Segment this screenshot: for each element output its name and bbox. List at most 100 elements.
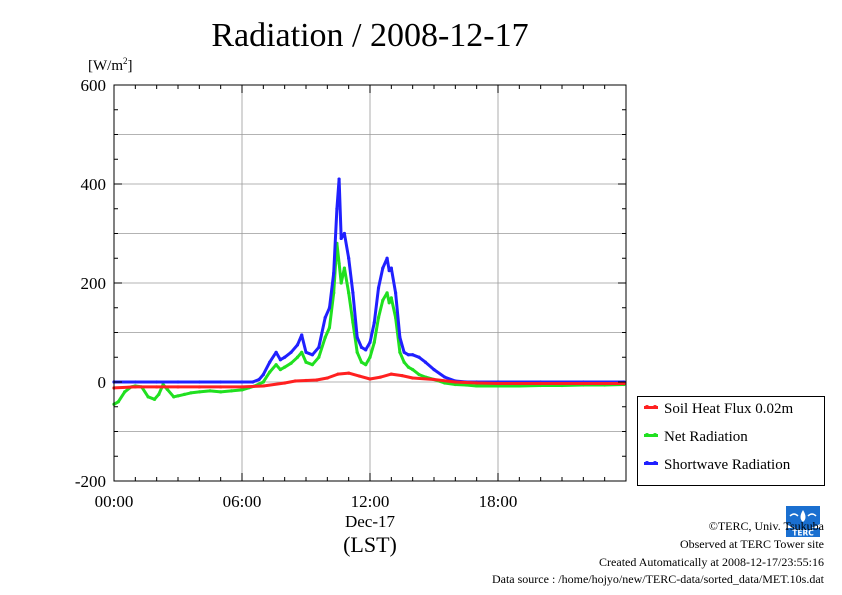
data-point-net-radiation xyxy=(402,360,406,364)
data-point-net-radiation xyxy=(464,383,468,387)
data-point-net-radiation xyxy=(368,355,372,359)
data-point-soil-heat-flux-0-02m xyxy=(432,377,436,382)
data-point-shortwave-radiation xyxy=(289,350,293,354)
data-point-soil-heat-flux-0-02m xyxy=(496,381,500,386)
data-point-net-radiation xyxy=(300,350,304,354)
data-point-soil-heat-flux-0-02m xyxy=(368,377,372,381)
data-point-net-radiation xyxy=(189,391,193,395)
data-point-soil-heat-flux-0-02m xyxy=(325,376,329,380)
data-point-shortwave-radiation xyxy=(274,350,278,354)
legend-label: Net Radiation xyxy=(664,429,748,445)
data-point-shortwave-radiation xyxy=(347,256,351,260)
data-point-shortwave-radiation xyxy=(394,291,398,295)
data-point-net-radiation xyxy=(475,384,479,388)
data-point-shortwave-radiation xyxy=(304,350,308,354)
data-point-net-radiation xyxy=(453,382,457,387)
data-point-net-radiation xyxy=(283,365,287,369)
data-point-shortwave-radiation xyxy=(176,380,180,384)
data-point-shortwave-radiation xyxy=(372,321,376,325)
data-point-net-radiation xyxy=(337,261,341,265)
data-point-net-radiation xyxy=(182,392,186,396)
data-point-shortwave-radiation xyxy=(389,266,393,270)
data-point-shortwave-radiation xyxy=(251,380,255,384)
data-point-net-radiation xyxy=(229,389,233,393)
data-point-shortwave-radiation xyxy=(257,377,261,382)
x-tick-label: 18:00 xyxy=(479,492,518,511)
data-point-net-radiation xyxy=(381,298,385,302)
data-point-net-radiation xyxy=(197,390,201,394)
data-point-net-radiation xyxy=(274,363,278,367)
legend-label: Soil Heat Flux 0.02m xyxy=(664,401,794,417)
data-point-shortwave-radiation xyxy=(381,266,385,270)
data-point-net-radiation xyxy=(517,384,521,388)
data-point-shortwave-radiation xyxy=(335,207,339,211)
data-point-soil-heat-flux-0-02m xyxy=(475,381,479,385)
data-point-shortwave-radiation xyxy=(402,350,406,354)
data-point-net-radiation xyxy=(364,363,368,367)
data-point-shortwave-radiation xyxy=(387,269,391,273)
data-point-net-radiation xyxy=(339,281,343,285)
legend-swatch-red xyxy=(644,405,658,410)
data-point-net-radiation xyxy=(172,395,176,399)
series-line-soil-heat-flux-0-02m xyxy=(112,371,626,390)
footer-observed: Observed at TERC Tower site xyxy=(679,537,824,551)
data-point-soil-heat-flux-0-02m xyxy=(453,380,457,384)
data-point-soil-heat-flux-0-02m xyxy=(379,375,383,379)
data-point-shortwave-radiation xyxy=(406,353,410,357)
data-point-soil-heat-flux-0-02m xyxy=(293,379,297,383)
data-point-net-radiation xyxy=(219,390,223,394)
data-point-soil-heat-flux-0-02m xyxy=(176,385,180,389)
data-point-net-radiation xyxy=(278,368,282,372)
data-point-shortwave-radiation xyxy=(359,345,364,349)
legend-item-soil-heat-flux: Soil Heat Flux 0.02m xyxy=(644,401,793,418)
y-tick-label: 600 xyxy=(81,76,107,95)
series-line-shortwave-radiation xyxy=(112,177,626,384)
data-point-soil-heat-flux-0-02m xyxy=(389,372,393,376)
data-point-shortwave-radiation xyxy=(355,335,359,340)
data-point-soil-heat-flux-0-02m xyxy=(155,385,159,389)
data-point-shortwave-radiation xyxy=(385,256,389,260)
data-point-shortwave-radiation xyxy=(398,335,402,340)
data-point-net-radiation xyxy=(398,350,402,354)
data-point-net-radiation xyxy=(152,397,157,401)
data-point-soil-heat-flux-0-02m xyxy=(336,372,340,376)
data-point-shortwave-radiation xyxy=(342,231,346,236)
data-point-net-radiation xyxy=(165,387,169,392)
data-point-net-radiation xyxy=(411,368,415,372)
data-point-net-radiation xyxy=(261,380,265,384)
data-point-net-radiation xyxy=(208,389,212,393)
data-point-shortwave-radiation xyxy=(197,380,201,384)
data-point-shortwave-radiation xyxy=(417,355,421,359)
data-point-soil-heat-flux-0-02m xyxy=(197,385,201,389)
data-point-soil-heat-flux-0-02m xyxy=(219,385,223,389)
data-point-soil-heat-flux-0-02m xyxy=(400,373,404,378)
data-point-shortwave-radiation xyxy=(376,286,381,290)
data-point-soil-heat-flux-0-02m xyxy=(315,378,319,382)
data-point-net-radiation xyxy=(347,291,351,295)
data-point-shortwave-radiation xyxy=(423,360,428,364)
data-point-shortwave-radiation xyxy=(432,368,436,372)
data-point-shortwave-radiation xyxy=(317,345,321,349)
data-point-net-radiation xyxy=(327,325,332,330)
data-point-net-radiation xyxy=(417,372,421,377)
data-point-net-radiation xyxy=(385,291,389,295)
legend-item-shortwave-radiation: Shortwave Radiation xyxy=(644,457,790,474)
data-point-soil-heat-flux-0-02m xyxy=(347,371,351,375)
data-point-shortwave-radiation xyxy=(368,340,372,344)
data-point-net-radiation xyxy=(387,301,391,305)
data-point-net-radiation xyxy=(351,321,355,325)
data-point-shortwave-radiation xyxy=(295,343,300,347)
data-point-net-radiation xyxy=(161,382,165,387)
data-point-shortwave-radiation xyxy=(133,380,137,384)
axes: -200 0 200 400 600 00:00 06:00 12:00 18:00 xyxy=(75,76,627,511)
legend-swatch-blue xyxy=(644,461,658,466)
data-point-soil-heat-flux-0-02m xyxy=(411,376,415,380)
data-point-net-radiation xyxy=(359,360,364,364)
data-point-net-radiation xyxy=(146,395,150,399)
data-point-shortwave-radiation xyxy=(155,380,159,384)
data-point-soil-heat-flux-0-02m xyxy=(357,374,361,378)
data-point-shortwave-radiation xyxy=(351,291,355,295)
data-point-soil-heat-flux-0-02m xyxy=(240,385,244,389)
data-point-net-radiation xyxy=(304,360,308,364)
grid xyxy=(114,85,626,481)
